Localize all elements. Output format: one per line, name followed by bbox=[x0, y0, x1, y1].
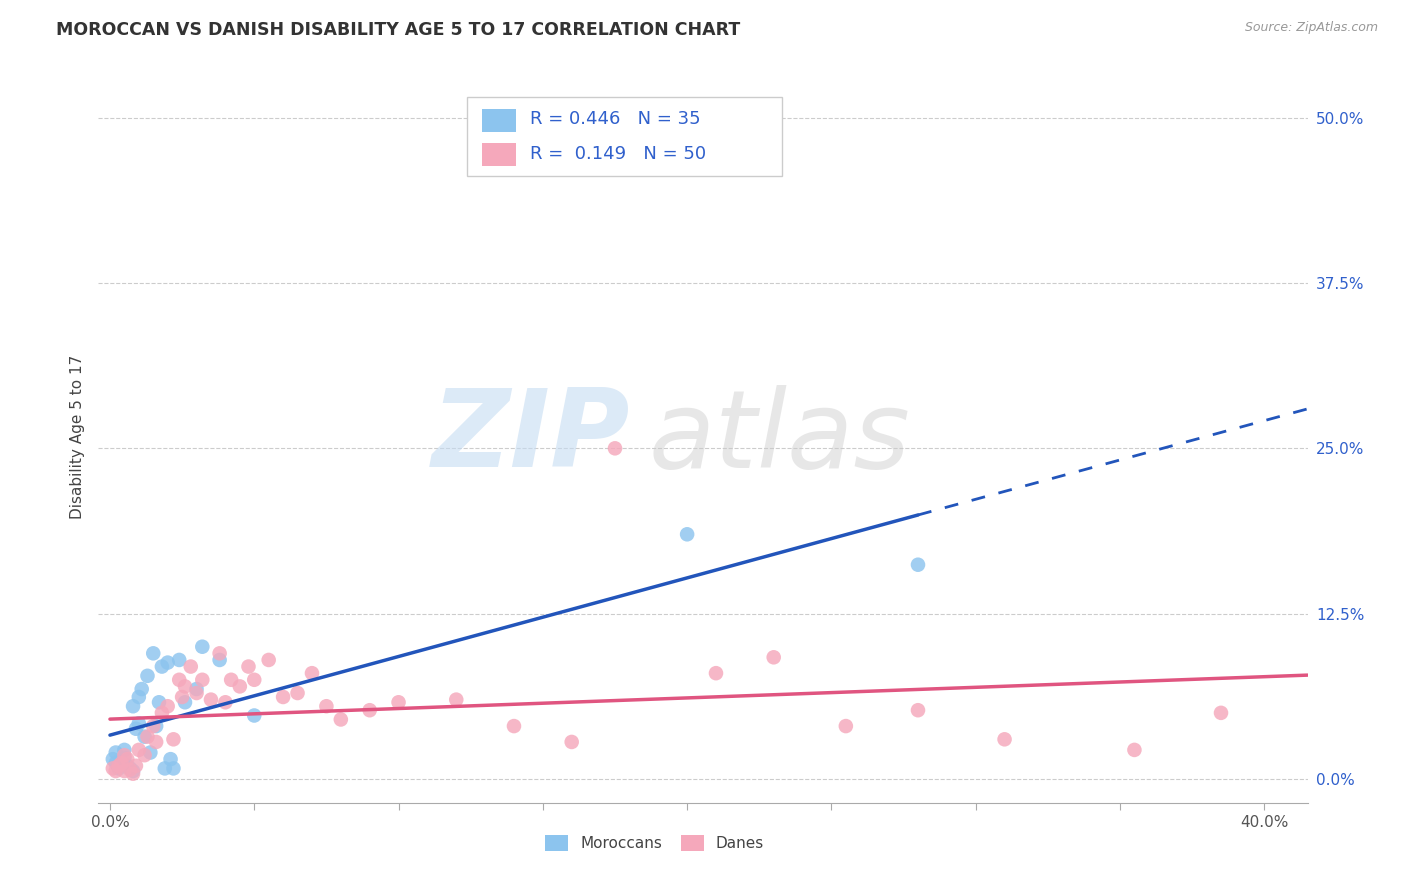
Point bbox=[117, 758, 139, 772]
Point bbox=[128, 690, 150, 704]
Point bbox=[301, 666, 323, 681]
Point bbox=[359, 703, 381, 717]
Text: R = 0.446   N = 35: R = 0.446 N = 35 bbox=[530, 110, 700, 128]
Point bbox=[120, 761, 142, 775]
Point bbox=[107, 761, 129, 775]
Point bbox=[153, 761, 176, 775]
Point bbox=[148, 695, 170, 709]
Point bbox=[762, 650, 785, 665]
Point bbox=[150, 706, 173, 720]
Point bbox=[110, 756, 132, 771]
Point bbox=[139, 746, 162, 760]
Point bbox=[676, 527, 699, 541]
Bar bbox=[482, 109, 516, 132]
Point bbox=[156, 699, 179, 714]
Y-axis label: Disability Age 5 to 17: Disability Age 5 to 17 bbox=[69, 355, 84, 519]
Point bbox=[122, 699, 145, 714]
Point bbox=[238, 659, 260, 673]
Point bbox=[125, 722, 148, 736]
Point bbox=[150, 659, 173, 673]
Point bbox=[107, 758, 129, 772]
Text: atlas: atlas bbox=[648, 384, 911, 490]
Point bbox=[134, 730, 156, 744]
Point bbox=[603, 442, 626, 456]
Point bbox=[112, 751, 135, 765]
Point bbox=[446, 692, 468, 706]
Point bbox=[186, 686, 208, 700]
Point bbox=[208, 653, 231, 667]
Point bbox=[142, 719, 165, 733]
Point bbox=[835, 719, 858, 733]
Point bbox=[122, 764, 145, 778]
Point bbox=[172, 690, 194, 704]
Point bbox=[128, 743, 150, 757]
Point bbox=[219, 673, 242, 687]
Point bbox=[174, 680, 197, 694]
Point bbox=[145, 735, 167, 749]
Point bbox=[907, 703, 929, 717]
FancyBboxPatch shape bbox=[467, 97, 782, 176]
Point bbox=[104, 764, 127, 778]
Point bbox=[243, 708, 266, 723]
Point bbox=[112, 748, 135, 763]
Point bbox=[156, 656, 179, 670]
Point bbox=[110, 756, 132, 771]
Point bbox=[104, 746, 127, 760]
Point bbox=[191, 673, 214, 687]
Point bbox=[1123, 743, 1146, 757]
Point bbox=[387, 695, 409, 709]
Point bbox=[162, 761, 184, 775]
Point bbox=[162, 732, 184, 747]
Point bbox=[561, 735, 583, 749]
Point bbox=[257, 653, 280, 667]
Point bbox=[993, 732, 1015, 747]
Point bbox=[117, 752, 139, 766]
Point bbox=[315, 699, 337, 714]
Point bbox=[125, 758, 148, 772]
Point bbox=[134, 748, 156, 763]
Point bbox=[200, 692, 222, 706]
Text: MOROCCAN VS DANISH DISABILITY AGE 5 TO 17 CORRELATION CHART: MOROCCAN VS DANISH DISABILITY AGE 5 TO 1… bbox=[56, 21, 741, 39]
Point bbox=[112, 743, 135, 757]
Point bbox=[104, 756, 127, 771]
Point bbox=[128, 716, 150, 731]
Point bbox=[101, 761, 124, 775]
Point bbox=[243, 673, 266, 687]
Text: ZIP: ZIP bbox=[432, 384, 630, 490]
Point bbox=[112, 764, 135, 778]
Point bbox=[131, 681, 153, 696]
Point bbox=[174, 695, 197, 709]
Point bbox=[145, 719, 167, 733]
Point bbox=[167, 653, 190, 667]
Point bbox=[208, 646, 231, 660]
Point bbox=[271, 690, 294, 704]
Point bbox=[704, 666, 727, 681]
Point bbox=[503, 719, 526, 733]
Legend: Moroccans, Danes: Moroccans, Danes bbox=[538, 830, 770, 857]
Point bbox=[136, 669, 159, 683]
Point bbox=[907, 558, 929, 572]
Point bbox=[142, 646, 165, 660]
Point bbox=[167, 673, 190, 687]
Point bbox=[214, 695, 236, 709]
Text: R =  0.149   N = 50: R = 0.149 N = 50 bbox=[530, 145, 706, 163]
Point bbox=[107, 758, 129, 772]
Point bbox=[136, 730, 159, 744]
Bar bbox=[482, 143, 516, 167]
Point bbox=[287, 686, 309, 700]
Point bbox=[120, 763, 142, 777]
Point bbox=[1209, 706, 1232, 720]
Point bbox=[191, 640, 214, 654]
Point bbox=[101, 752, 124, 766]
Point bbox=[186, 681, 208, 696]
Point bbox=[159, 752, 181, 766]
Text: Source: ZipAtlas.com: Source: ZipAtlas.com bbox=[1244, 21, 1378, 35]
Point bbox=[122, 766, 145, 780]
Point bbox=[180, 659, 202, 673]
Point bbox=[229, 680, 252, 694]
Point bbox=[329, 713, 352, 727]
